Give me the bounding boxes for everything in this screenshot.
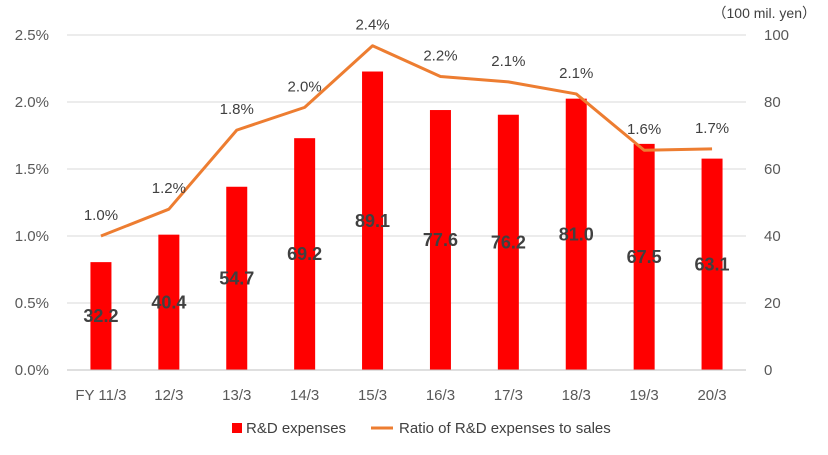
bar-value-label: 54.7: [219, 268, 254, 288]
right-axis-tick-label: 40: [764, 228, 781, 245]
legend-swatch-bar: [232, 423, 242, 433]
x-axis-tick-label: 16/3: [426, 387, 455, 404]
x-axis-tick-label: 19/3: [630, 387, 659, 404]
line-value-label: 2.4%: [355, 17, 389, 34]
line-value-label: 1.6%: [627, 121, 661, 138]
x-axis-tick-label: 13/3: [222, 387, 251, 404]
bar-value-label: 63.1: [695, 254, 730, 274]
right-axis-unit-label: （100 mil. yen）: [713, 5, 816, 21]
x-axis-tick-label: 18/3: [562, 387, 591, 404]
x-axis-tick-label: 20/3: [697, 387, 726, 404]
right-axis-tick-label: 0: [764, 362, 772, 379]
line-value-label: 2.0%: [288, 78, 322, 95]
bar-value-label: 89.1: [355, 211, 390, 231]
line-value-label: 1.8%: [220, 101, 254, 118]
bar: [429, 110, 451, 370]
x-axis: FY 11/3 12/3 13/3 14/3 15/3 16/3 17/3 18/3 19/3 2…: [67, 369, 746, 404]
bar: [633, 143, 655, 370]
line-value-label: 1.2%: [152, 180, 186, 197]
line-value-label: 2.1%: [491, 53, 525, 70]
ratio-line: [100, 44, 713, 238]
bar: [565, 98, 587, 371]
right-axis: 0 20 40 60 80 100: [764, 27, 789, 379]
left-axis-tick-label: 1.0%: [15, 228, 49, 245]
bar-value-label: 40.4: [151, 292, 186, 312]
left-axis-tick-label: 2.0%: [15, 94, 49, 111]
bar-value-label: 76.2: [491, 232, 526, 252]
legend-label-line: Ratio of R&D expenses to sales: [399, 420, 611, 437]
legend-label-bar: R&D expenses: [246, 420, 346, 437]
right-axis-tick-label: 20: [764, 295, 781, 312]
bar-value-label: 77.6: [423, 230, 458, 250]
left-axis-tick-label: 1.5%: [15, 161, 49, 178]
left-axis-tick-label: 0.5%: [15, 295, 49, 312]
line-value-label: 1.0%: [84, 207, 118, 224]
line-value-label: 2.2%: [423, 48, 457, 65]
x-axis-tick-label: 15/3: [358, 387, 387, 404]
bar: [362, 71, 384, 370]
left-axis-tick-label: 2.5%: [15, 27, 49, 44]
x-axis-tick-label: 12/3: [154, 387, 183, 404]
x-axis-tick-label: 17/3: [494, 387, 523, 404]
line-value-labels: 1.0% 1.2% 1.8% 2.0% 2.4% 2.2% 2.1% 2.1% 1.6% 1.7%: [84, 17, 729, 224]
left-axis: 0.0% 0.5% 1.0% 1.5% 2.0% 2.5%: [15, 27, 49, 379]
bar-value-label: 32.2: [83, 306, 118, 326]
bar: [90, 262, 112, 370]
line-value-label: 1.7%: [695, 120, 729, 137]
right-axis-tick-label: 80: [764, 94, 781, 111]
bar-value-label: 67.5: [627, 247, 662, 267]
bar: [701, 158, 723, 370]
bar-series: [90, 71, 723, 371]
bar: [294, 138, 316, 370]
x-axis-tick-label: FY 11/3: [75, 387, 126, 404]
x-axis-tick-label: 14/3: [290, 387, 319, 404]
bar: [158, 234, 180, 370]
line-value-label: 2.1%: [559, 65, 593, 82]
line-series: [100, 44, 713, 238]
right-axis-tick-label: 60: [764, 161, 781, 178]
bar-value-label: 69.2: [287, 244, 322, 264]
bar: [226, 186, 248, 370]
bar-value-labels: 32.2 40.4 54.7 69.2 89.1 77.6 76.2 81.0 67.5 63.1: [83, 211, 729, 326]
legend: R&D expenses Ratio of R&D expenses to sa…: [232, 420, 611, 437]
bar: [497, 114, 519, 370]
left-axis-tick-label: 0.0%: [15, 362, 49, 379]
bar-value-label: 81.0: [559, 224, 594, 244]
right-axis-tick-label: 100: [764, 27, 789, 44]
